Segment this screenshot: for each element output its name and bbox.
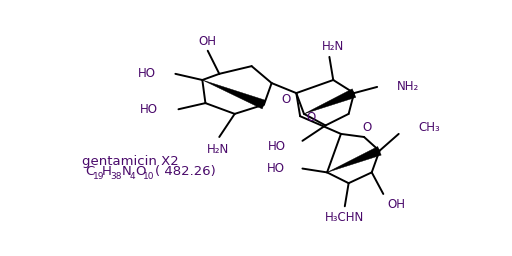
Text: OH: OH (387, 198, 405, 211)
Text: NH₂: NH₂ (396, 80, 419, 93)
Text: OH: OH (199, 35, 217, 48)
Text: H₂N: H₂N (322, 40, 345, 53)
Text: HO: HO (267, 141, 286, 154)
Text: 38: 38 (110, 172, 121, 181)
Text: gentamicin X2: gentamicin X2 (82, 155, 179, 168)
Text: 4: 4 (129, 172, 135, 181)
Text: N: N (121, 165, 131, 178)
Text: O: O (362, 121, 372, 134)
Text: ( 482.26): ( 482.26) (155, 165, 216, 178)
Polygon shape (304, 89, 356, 114)
Text: HO: HO (138, 67, 156, 80)
Text: O: O (135, 165, 146, 178)
Text: HO: HO (140, 103, 158, 116)
Text: H: H (102, 165, 112, 178)
Text: 10: 10 (143, 172, 155, 181)
Polygon shape (202, 80, 266, 109)
Text: 19: 19 (93, 172, 104, 181)
Text: H₂N: H₂N (207, 143, 229, 156)
Text: H₃CHN: H₃CHN (325, 210, 365, 223)
Text: O: O (306, 111, 315, 124)
Text: HO: HO (267, 162, 285, 175)
Text: O: O (281, 93, 290, 106)
Text: C: C (86, 165, 95, 178)
Polygon shape (327, 147, 381, 172)
Text: CH₃: CH₃ (418, 121, 440, 134)
